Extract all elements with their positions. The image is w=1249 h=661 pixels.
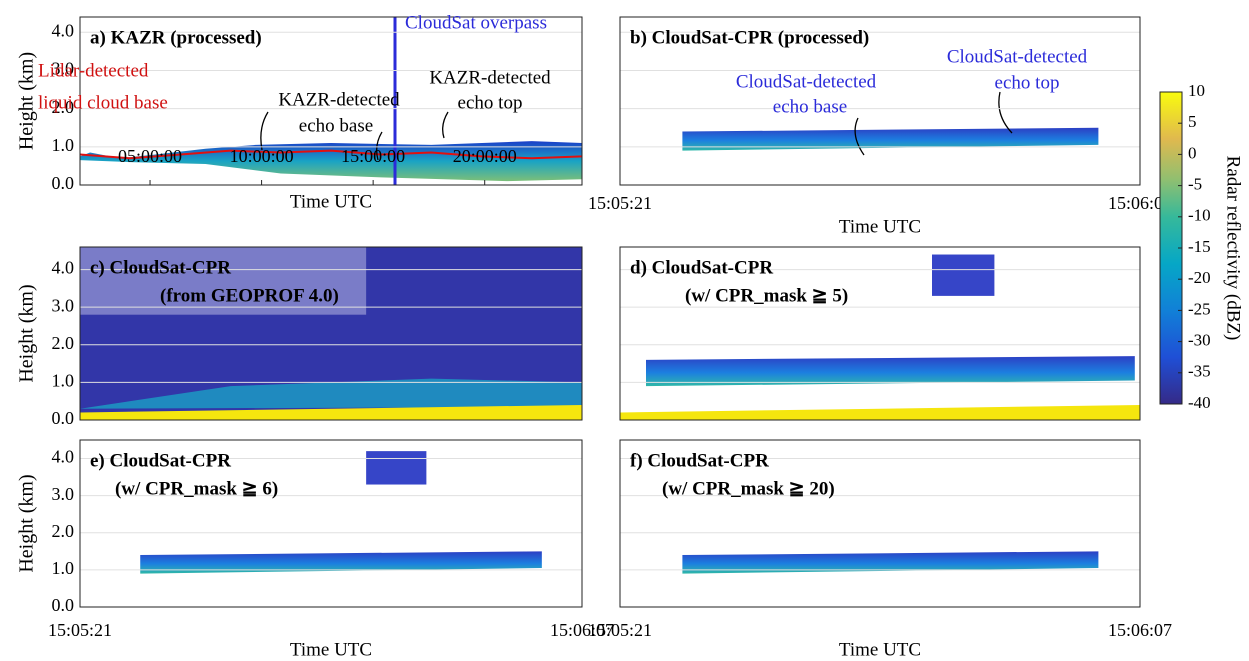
y-tick-label: 4.0 bbox=[52, 20, 75, 40]
y-tick-label: 1.0 bbox=[52, 558, 75, 578]
annotation: echo top bbox=[458, 92, 523, 113]
echo-region bbox=[80, 247, 367, 315]
annotation: liquid cloud base bbox=[38, 92, 168, 113]
panel-title: d) CloudSat-CPR bbox=[630, 257, 773, 278]
plot-frame bbox=[79, 16, 583, 186]
x-tick-label: 15:06:07 bbox=[1108, 193, 1172, 213]
x-tick-label: 15:00:00 bbox=[341, 146, 405, 166]
panel-title: (from GEOPROF 4.0) bbox=[160, 285, 339, 306]
colorbar-tick-label: -5 bbox=[1188, 175, 1202, 194]
annotation: KAZR-detected bbox=[429, 67, 551, 88]
x-axis-label: Time UTC bbox=[839, 216, 921, 237]
x-tick-label: 15:06:07 bbox=[550, 620, 614, 640]
plot-frame bbox=[619, 246, 1141, 421]
y-tick-label: 3.0 bbox=[52, 484, 75, 504]
x-axis-label: Time UTC bbox=[290, 639, 372, 660]
y-tick-label: 1.0 bbox=[52, 135, 75, 155]
y-tick-label: 4.0 bbox=[52, 447, 75, 467]
colorbar-tick-label: -25 bbox=[1188, 299, 1211, 318]
echo-region bbox=[646, 356, 1135, 387]
x-axis-label: Time UTC bbox=[290, 191, 372, 212]
colorbar-tick-label: -15 bbox=[1188, 237, 1211, 256]
y-tick-label: 0.0 bbox=[52, 408, 75, 428]
annotation: echo top bbox=[995, 72, 1060, 93]
x-axis-label: Time UTC bbox=[839, 639, 921, 660]
cloud-base-line bbox=[79, 149, 583, 160]
echo-region bbox=[932, 254, 995, 296]
echo-region bbox=[80, 141, 582, 182]
colorbar-tick-label: -40 bbox=[1188, 393, 1211, 412]
arrow bbox=[260, 111, 269, 151]
panel-title: (w/ CPR_mask ≧ 6) bbox=[115, 478, 278, 499]
echo-region bbox=[620, 404, 1140, 420]
colorbar-tick-label: -35 bbox=[1188, 362, 1211, 381]
y-tick-label: 4.0 bbox=[52, 258, 75, 278]
arrow bbox=[376, 131, 383, 161]
y-tick-label: 0.0 bbox=[52, 173, 75, 193]
y-tick-label: 3.0 bbox=[52, 59, 75, 79]
y-tick-label: 2.0 bbox=[52, 521, 75, 541]
annotation: echo base bbox=[773, 96, 847, 117]
annotation: CloudSat-detected bbox=[947, 46, 1088, 67]
panel-title: e) CloudSat-CPR bbox=[90, 450, 231, 471]
echo-region bbox=[140, 551, 542, 574]
echo-region bbox=[80, 378, 582, 409]
colorbar-tick-label: 5 bbox=[1188, 112, 1197, 131]
x-tick-label: 15:06:07 bbox=[1108, 620, 1172, 640]
panel-title: (w/ CPR_mask ≧ 20) bbox=[662, 478, 835, 499]
y-tick-label: 2.0 bbox=[52, 97, 75, 117]
echo-region bbox=[682, 127, 1099, 151]
echo-region bbox=[682, 551, 1099, 574]
y-axis-label: Height (km) bbox=[16, 284, 38, 382]
colorbar-tick-label: 10 bbox=[1188, 81, 1205, 100]
annotation: CloudSat overpass bbox=[405, 12, 547, 33]
annotation: KAZR-detected bbox=[278, 89, 400, 110]
panel-title: b) CloudSat-CPR (processed) bbox=[630, 27, 869, 48]
panel-title: f) CloudSat-CPR bbox=[630, 450, 769, 471]
plot-frame bbox=[79, 246, 583, 421]
arrow bbox=[998, 91, 1013, 134]
colorbar-label: Radar reflectivity (dBZ) bbox=[1223, 156, 1244, 341]
plot-frame bbox=[79, 439, 583, 608]
panel-title: a) KAZR (processed) bbox=[90, 27, 262, 48]
annotation: CloudSat-detected bbox=[736, 71, 877, 92]
annotation: echo base bbox=[299, 115, 373, 136]
y-tick-label: 2.0 bbox=[52, 333, 75, 353]
y-axis-label: Height (km) bbox=[16, 52, 38, 150]
x-tick-label: 20:00:00 bbox=[453, 146, 517, 166]
plot-frame bbox=[619, 16, 1141, 186]
x-tick-label: 10:00:00 bbox=[230, 146, 294, 166]
colorbar-tick-label: 0 bbox=[1188, 143, 1197, 162]
x-tick-label: 15:05:21 bbox=[48, 620, 112, 640]
annotation: Lidar-detected bbox=[38, 60, 149, 81]
y-tick-label: 3.0 bbox=[52, 295, 75, 315]
plot-frame bbox=[619, 439, 1141, 608]
arrow bbox=[442, 111, 449, 139]
y-tick-label: 1.0 bbox=[52, 371, 75, 391]
echo-region bbox=[366, 451, 427, 485]
x-tick-label: 15:05:21 bbox=[588, 620, 652, 640]
colorbar-tick-label: -30 bbox=[1188, 331, 1211, 350]
colorbar-tick-label: -10 bbox=[1188, 206, 1211, 225]
colorbar-tick-label: -20 bbox=[1188, 268, 1211, 287]
y-axis-label: Height (km) bbox=[16, 474, 38, 572]
panel-title: c) CloudSat-CPR bbox=[90, 257, 231, 278]
panel-title: (w/ CPR_mask ≧ 5) bbox=[685, 285, 848, 306]
x-tick-label: 05:00:00 bbox=[118, 146, 182, 166]
echo-region bbox=[80, 404, 582, 420]
arrow bbox=[854, 117, 865, 156]
y-tick-label: 0.0 bbox=[52, 595, 75, 615]
x-tick-label: 15:05:21 bbox=[588, 193, 652, 213]
